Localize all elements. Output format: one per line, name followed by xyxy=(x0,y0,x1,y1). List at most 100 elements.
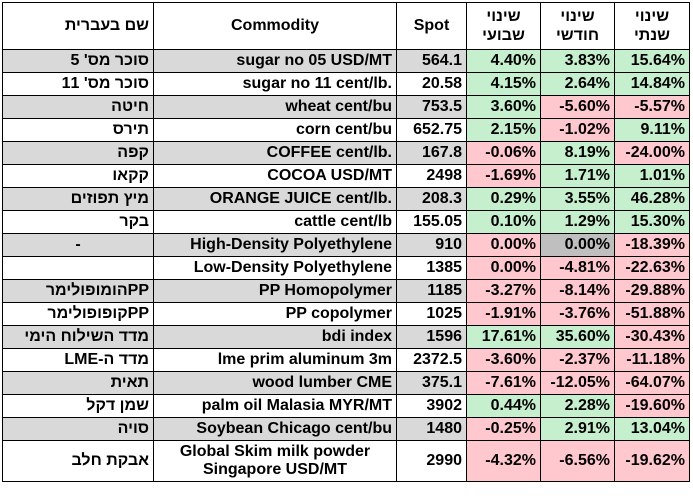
monthly-change-cell: -6.56% xyxy=(540,440,615,482)
weekly-change-cell: 0.00% xyxy=(466,256,541,280)
table-row: אבקת חלב Global Skim milk powder Singapo… xyxy=(2,440,690,482)
yearly-change-cell: -29.88% xyxy=(614,279,690,303)
table-row: מדד ה-LME lme prim aluminum 3m 2372.5 -3… xyxy=(2,348,690,372)
weekly-change-cell: -4.32% xyxy=(466,440,541,482)
weekly-change-cell: 0.44% xyxy=(466,394,541,418)
header-yearly-change: שינוי שנתי xyxy=(614,2,690,50)
header-commodity: Commodity xyxy=(153,2,397,50)
header-weekly-change: שינוי שבועי xyxy=(466,2,541,50)
weekly-change-cell: -0.06% xyxy=(466,141,541,165)
weekly-change-cell: -0.25% xyxy=(466,417,541,441)
weekly-change-cell: 2.15% xyxy=(466,118,541,142)
commodity-cell: wood lumber CME xyxy=(153,371,397,395)
spot-cell: 2498 xyxy=(396,164,467,188)
table-row: תירס corn cent/bu 652.75 2.15% -1.02% 9.… xyxy=(2,118,690,142)
weekly-change-cell: 17.61% xyxy=(466,325,541,349)
hebrew-name-cell: סוכר מס' 5 xyxy=(2,49,154,73)
monthly-change-cell: 8.19% xyxy=(540,141,615,165)
header-weekly-line1: שינוי xyxy=(486,8,521,25)
spot-cell: 910 xyxy=(396,233,467,257)
yearly-change-cell: -5.57% xyxy=(614,95,690,119)
header-row: שם בעברית Commodity Spot שינוי שבועי שינ… xyxy=(2,2,690,50)
commodity-cell: corn cent/bu xyxy=(153,118,397,142)
table-row: סוכר מס' 5 sugar no 05 USD/MT 564.1 4.40… xyxy=(2,49,690,73)
commodity-line-2: Singapore USD/MT xyxy=(202,461,347,478)
commodities-table: שם בעברית Commodity Spot שינוי שבועי שינ… xyxy=(2,2,690,482)
monthly-change-cell: 3.83% xyxy=(540,49,615,73)
hebrew-name-cell: קפה xyxy=(2,141,154,165)
header-monthly-line2: חודשי xyxy=(555,27,600,44)
monthly-change-cell: -4.81% xyxy=(540,256,615,280)
commodity-cell: High-Density Polyethylene xyxy=(153,233,397,257)
monthly-change-cell: 35.60% xyxy=(540,325,615,349)
weekly-change-cell: 0.29% xyxy=(466,187,541,211)
weekly-change-cell: -1.91% xyxy=(466,302,541,326)
yearly-change-cell: 15.30% xyxy=(614,210,690,234)
weekly-change-cell: 4.15% xyxy=(466,72,541,96)
monthly-change-cell: -3.76% xyxy=(540,302,615,326)
monthly-change-cell: -5.60% xyxy=(540,95,615,119)
monthly-change-cell: 0.00% xyxy=(540,233,615,257)
monthly-change-cell: 2.28% xyxy=(540,394,615,418)
header-hebrew-name: שם בעברית xyxy=(2,2,154,50)
hebrew-name-cell: PPקופופולימר xyxy=(2,302,154,326)
table-row: סוכר מס' 11 sugar no 11 cent/lb. 20.58 4… xyxy=(2,72,690,96)
hebrew-name-cell: סוכר מס' 11 xyxy=(2,72,154,96)
yearly-change-cell: -18.39% xyxy=(614,233,690,257)
weekly-change-cell: 4.40% xyxy=(466,49,541,73)
header-monthly-change: שינוי חודשי xyxy=(540,2,615,50)
commodity-cell: PP Homopolymer xyxy=(153,279,397,303)
weekly-change-cell: 3.60% xyxy=(466,95,541,119)
hebrew-name-cell: תירס xyxy=(2,118,154,142)
spot-cell: 2990 xyxy=(396,440,467,482)
header-monthly-line1: שינוי xyxy=(560,8,595,25)
commodity-cell: Soybean Chicago cent/bu xyxy=(153,417,397,441)
commodity-cell: ORANGE JUICE cent/lb. xyxy=(153,187,397,211)
table-row: Low-Density Polyethylene 1385 0.00% -4.8… xyxy=(2,256,690,280)
table-row: בקר cattle cent/lb 155.05 0.10% 1.29% 15… xyxy=(2,210,690,234)
yearly-change-cell: -19.62% xyxy=(614,440,690,482)
commodity-cell: palm oil Malasia MYR/MT xyxy=(153,394,397,418)
commodity-cell: cattle cent/lb xyxy=(153,210,397,234)
yearly-change-cell: -22.63% xyxy=(614,256,690,280)
yearly-change-cell: 13.04% xyxy=(614,417,690,441)
table-row: PPהומופולימר PP Homopolymer 1185 -3.27% … xyxy=(2,279,690,303)
monthly-change-cell: 2.91% xyxy=(540,417,615,441)
commodity-cell: Low-Density Polyethylene xyxy=(153,256,397,280)
yearly-change-cell: -30.43% xyxy=(614,325,690,349)
table-row: תאית wood lumber CME 375.1 -7.61% -12.05… xyxy=(2,371,690,395)
commodity-cell: sugar no 05 USD/MT xyxy=(153,49,397,73)
spot-cell: 3902 xyxy=(396,394,467,418)
table-row: קקאו COCOA USD/MT 2498 -1.69% 1.71% 1.01… xyxy=(2,164,690,188)
spot-cell: 1385 xyxy=(396,256,467,280)
yearly-change-cell: -64.07% xyxy=(614,371,690,395)
hebrew-name-cell: מדד ה-LME xyxy=(2,348,154,372)
spot-cell: 1480 xyxy=(396,417,467,441)
commodity-cell: COCOA USD/MT xyxy=(153,164,397,188)
monthly-change-cell: 2.64% xyxy=(540,72,615,96)
table-row: PPקופופולימר PP copolymer 1025 -1.91% -3… xyxy=(2,302,690,326)
yearly-change-cell: -24.00% xyxy=(614,141,690,165)
monthly-change-cell: -2.37% xyxy=(540,348,615,372)
hebrew-name-cell: מיץ תפוזים xyxy=(2,187,154,211)
yearly-change-cell: 1.01% xyxy=(614,164,690,188)
table-row: חיטה wheat cent/bu 753.5 3.60% -5.60% -5… xyxy=(2,95,690,119)
monthly-change-cell: -12.05% xyxy=(540,371,615,395)
hebrew-name-cell: בקר xyxy=(2,210,154,234)
spot-cell: 1025 xyxy=(396,302,467,326)
table-row: - High-Density Polyethylene 910 0.00% 0.… xyxy=(2,233,690,257)
hebrew-name-cell: חיטה xyxy=(2,95,154,119)
weekly-change-cell: -3.60% xyxy=(466,348,541,372)
table-row: מדד השילוח הימי bdi index 1596 17.61% 35… xyxy=(2,325,690,349)
commodity-cell: PP copolymer xyxy=(153,302,397,326)
header-yearly-line2: שנתי xyxy=(633,27,671,44)
yearly-change-cell: 14.84% xyxy=(614,72,690,96)
commodity-cell: COFFEE cent/lb. xyxy=(153,141,397,165)
yearly-change-cell: -11.18% xyxy=(614,348,690,372)
yearly-change-cell: 9.11% xyxy=(614,118,690,142)
weekly-change-cell: 0.00% xyxy=(466,233,541,257)
spot-cell: 564.1 xyxy=(396,49,467,73)
header-yearly-line1: שינוי xyxy=(634,8,670,25)
weekly-change-cell: -1.69% xyxy=(466,164,541,188)
commodity-cell: wheat cent/bu xyxy=(153,95,397,119)
